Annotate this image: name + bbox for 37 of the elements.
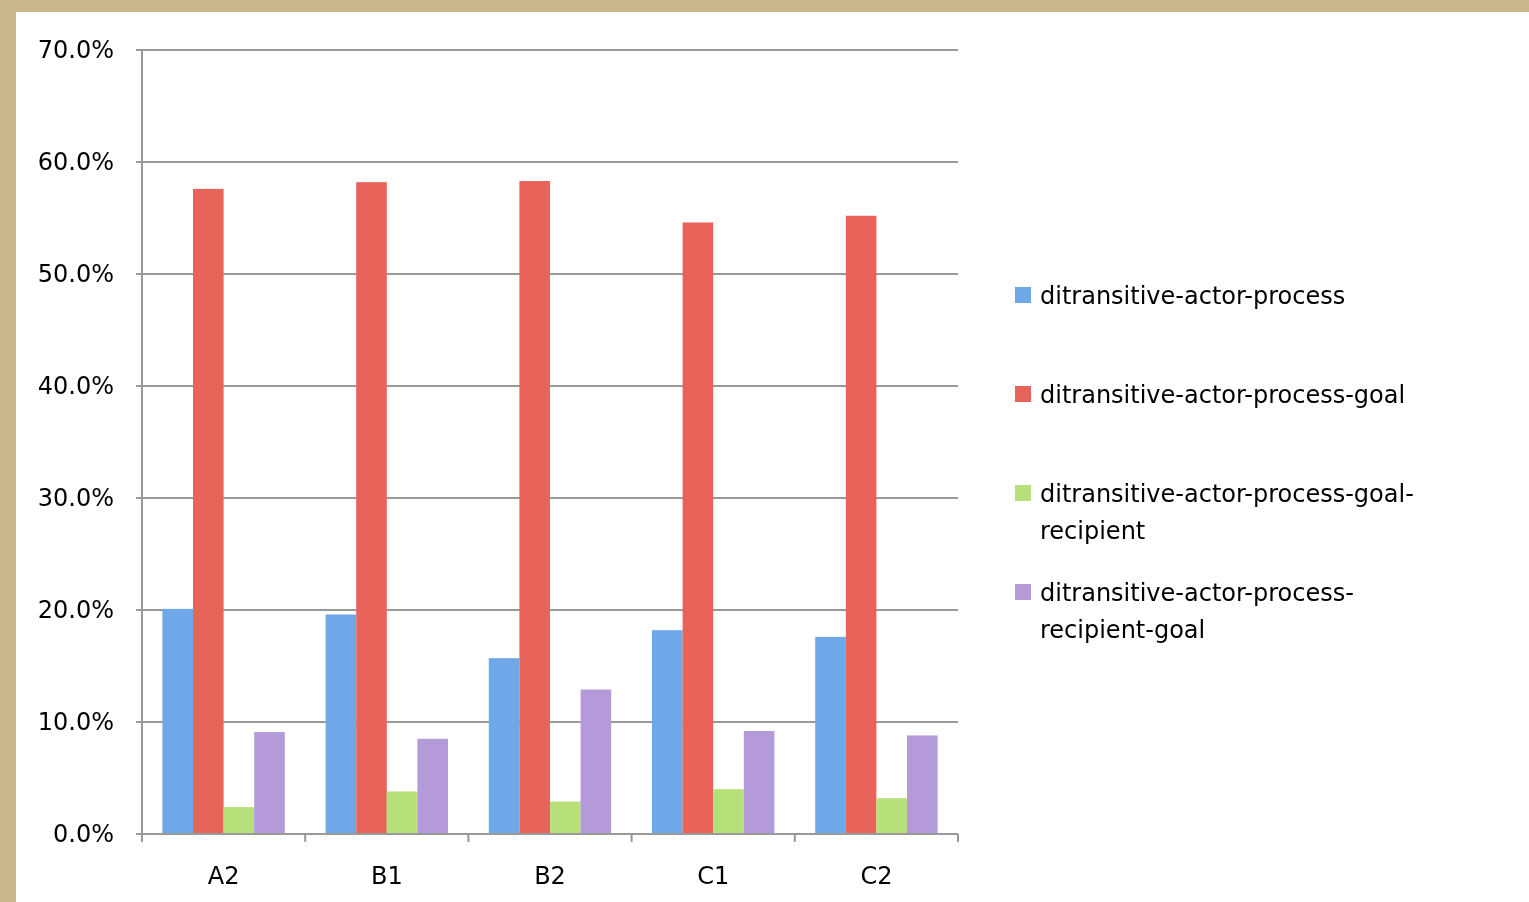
x-tick-label: A2 bbox=[207, 862, 240, 891]
y-tick-label: 40.0% bbox=[37, 372, 114, 401]
legend-label: ditransitive-actor-process-goal-recipient bbox=[1040, 480, 1414, 546]
x-tick-label: C1 bbox=[697, 862, 730, 891]
bar bbox=[325, 614, 357, 834]
bar bbox=[356, 182, 387, 834]
bar bbox=[907, 735, 938, 834]
x-tick-label: B2 bbox=[534, 862, 566, 891]
y-tick-label: 10.0% bbox=[37, 708, 114, 737]
bar bbox=[743, 730, 775, 834]
bar bbox=[223, 807, 255, 834]
legend-label: ditransitive-actor-process bbox=[1040, 282, 1346, 311]
bar bbox=[162, 608, 193, 834]
legend-label: ditransitive-actor-process-recipient-goal bbox=[1040, 579, 1354, 645]
y-tick-label: 0.0% bbox=[53, 820, 114, 849]
y-tick-label: 60.0% bbox=[37, 148, 114, 177]
bar bbox=[652, 630, 683, 834]
bar bbox=[550, 801, 581, 834]
x-tick-label: C2 bbox=[860, 862, 893, 891]
bar bbox=[682, 222, 714, 834]
bar bbox=[713, 789, 744, 834]
y-tick-label: 30.0% bbox=[37, 484, 114, 513]
bar bbox=[386, 791, 418, 834]
bar bbox=[254, 732, 285, 834]
bar bbox=[876, 798, 907, 834]
bar bbox=[193, 188, 224, 834]
bar bbox=[417, 738, 448, 834]
bar bbox=[845, 215, 877, 834]
bar bbox=[488, 658, 520, 834]
y-tick-label: 70.0% bbox=[37, 36, 114, 65]
bar bbox=[580, 689, 612, 834]
x-tick-label: B1 bbox=[370, 862, 403, 891]
y-tick-label: 50.0% bbox=[37, 260, 114, 289]
bar bbox=[519, 181, 550, 834]
y-tick-label: 20.0% bbox=[37, 596, 114, 625]
legend-label: ditransitive-actor-process-goal bbox=[1040, 381, 1406, 410]
bar bbox=[815, 636, 846, 834]
